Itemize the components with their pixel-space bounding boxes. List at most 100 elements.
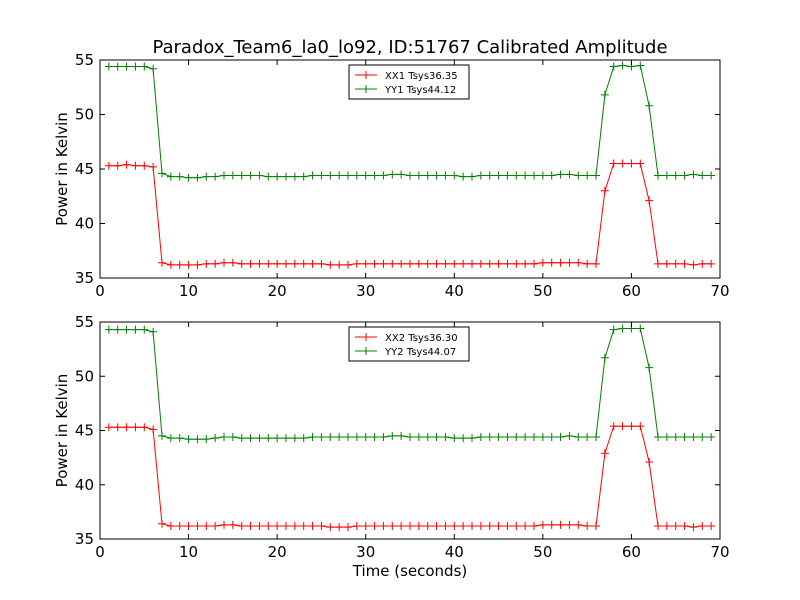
subplot-2: 0 10 20 30 40 50 60 70 35 40 45 50 55 Power in Kelvin… <box>53 313 730 561</box>
data-point <box>583 171 592 180</box>
data-point <box>193 260 202 269</box>
data-point <box>361 259 370 268</box>
data-point <box>397 259 406 268</box>
legend: XX2 Tsys36.30 YY2 Tsys44.07 <box>348 326 470 362</box>
data-point <box>211 259 220 268</box>
data-point <box>627 159 636 168</box>
legend-marker <box>362 333 370 341</box>
y-axis-label: Power in Kelvin <box>53 112 71 226</box>
data-point <box>565 520 574 529</box>
x-tick-label: 10 <box>179 282 198 300</box>
data-point <box>592 521 600 530</box>
data-point <box>264 172 273 181</box>
data-point <box>317 171 326 180</box>
data-point <box>432 521 441 530</box>
data-point <box>689 260 698 269</box>
data-point <box>583 521 592 530</box>
data-point <box>547 433 556 442</box>
data-point <box>255 259 264 268</box>
data-point <box>104 325 113 334</box>
data-point <box>485 521 494 530</box>
data-point <box>317 521 326 530</box>
data-point <box>654 433 662 442</box>
data-point <box>494 433 503 442</box>
data-point <box>521 171 530 180</box>
data-point <box>388 431 397 440</box>
data-point <box>654 171 662 180</box>
data-point <box>450 259 459 268</box>
x-tick-label: 70 <box>710 282 729 300</box>
data-point <box>468 172 476 181</box>
x-tick-label: 20 <box>268 282 287 300</box>
data-point <box>583 259 592 268</box>
data-point <box>547 171 556 180</box>
data-point <box>175 260 184 269</box>
data-point <box>680 433 689 442</box>
data-point <box>273 434 282 443</box>
y-tick-label: 45 <box>75 160 94 178</box>
data-point <box>131 161 140 170</box>
data-point <box>184 173 193 182</box>
data-point <box>627 422 636 431</box>
data-point <box>503 259 512 268</box>
data-point <box>618 159 627 168</box>
data-point <box>122 423 131 432</box>
data-point <box>184 435 193 444</box>
data-point <box>220 171 228 180</box>
x-tick-label: 60 <box>622 282 641 300</box>
legend: XX1 Tsys36.35 YY1 Tsys44.12 <box>348 64 470 100</box>
y-tick-label: 50 <box>75 106 94 124</box>
data-point <box>574 520 583 529</box>
data-point <box>654 521 662 530</box>
data-point <box>618 422 627 431</box>
subplot-1: 0 10 20 30 40 50 60 70 35 40 45 50 55 Power in Kelvin… <box>53 51 730 300</box>
data-point <box>361 171 370 180</box>
legend-marker <box>362 347 370 355</box>
data-point <box>158 258 166 267</box>
data-point <box>326 523 335 532</box>
data-point <box>680 259 689 268</box>
data-point <box>370 259 379 268</box>
x-tick-label: 0 <box>95 282 105 300</box>
data-point <box>609 325 618 334</box>
data-point <box>140 423 149 432</box>
data-point <box>414 433 423 442</box>
data-point <box>636 159 645 168</box>
data-point <box>556 170 565 179</box>
data-point <box>574 258 583 267</box>
data-point <box>503 433 512 442</box>
data-point <box>662 259 671 268</box>
data-point <box>140 62 149 71</box>
data-point <box>379 259 388 268</box>
data-point <box>299 521 308 530</box>
data-point <box>698 171 707 180</box>
data-point <box>512 433 521 442</box>
x-tick-label: 50 <box>533 282 552 300</box>
data-point <box>237 171 246 180</box>
data-point <box>450 521 459 530</box>
data-point <box>166 521 175 530</box>
data-point <box>468 434 476 443</box>
figure-title: Paradox_Team6_la0_lo92, ID:51767 Calibra… <box>152 37 667 58</box>
data-point <box>556 258 565 267</box>
data-point <box>193 435 202 444</box>
data-point <box>600 449 609 458</box>
data-point <box>512 521 521 530</box>
data-point <box>140 161 149 170</box>
data-point <box>299 172 308 181</box>
data-point <box>184 260 193 269</box>
data-point <box>530 171 538 180</box>
data-point <box>166 260 175 269</box>
data-point <box>397 521 406 530</box>
data-point <box>370 521 379 530</box>
data-point <box>122 160 131 169</box>
data-point <box>547 258 556 267</box>
data-point <box>352 259 361 268</box>
data-point <box>485 171 494 180</box>
data-point <box>149 64 158 73</box>
data-point <box>592 171 600 180</box>
data-point <box>636 61 645 70</box>
data-point <box>423 521 432 530</box>
data-point <box>618 324 627 333</box>
data-point <box>707 171 716 180</box>
